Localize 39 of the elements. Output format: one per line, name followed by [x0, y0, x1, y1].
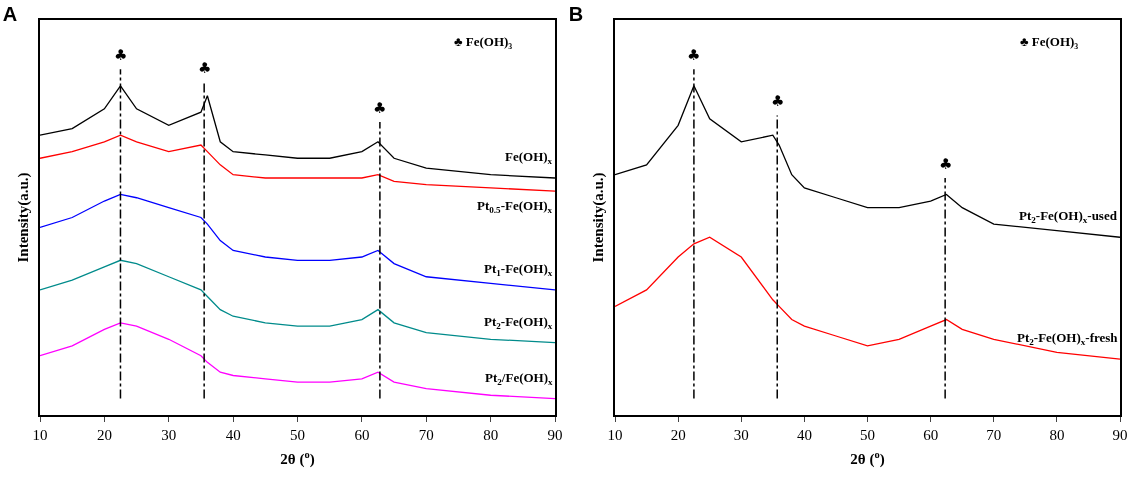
- chart-title: A: [2, 3, 18, 26]
- annotation: ♣: [939, 155, 953, 173]
- series-label: Fe(OH)$_{x}$: [505, 149, 553, 166]
- x-tick-label: 20: [96, 426, 112, 443]
- series-label: Pt$_{1}$-Fe(OH)$_{x}$: [484, 261, 553, 278]
- x-tick-label: 50: [860, 426, 875, 443]
- x-tick-label: 30: [733, 426, 749, 443]
- series-label: Pt$_{0.5}$-Fe(OH)$_{x}$: [477, 198, 553, 215]
- x-tick-label: 80: [483, 426, 499, 443]
- annotation: ♣: [771, 92, 785, 110]
- series-label: Pt$_{2}$-Fe(OH)$_{x}$: [484, 314, 553, 331]
- x-tick-label: 70: [418, 426, 434, 443]
- x-tick-label: 90: [547, 426, 563, 443]
- series-label: Pt$_{2}$/Fe(OH)$_{x}$: [485, 370, 554, 387]
- x-tick-label: 20: [670, 426, 686, 443]
- x-axis-title: 2θ ($^{o}$): [280, 448, 315, 469]
- y-axis-title: Intensity(a.u.): [590, 172, 607, 263]
- annotation: ♣: [198, 59, 212, 77]
- x-tick-label: 30: [161, 426, 177, 443]
- x-tick-label: 10: [32, 426, 48, 443]
- x-tick-label: 50: [290, 426, 305, 443]
- x-tick-label: 60: [923, 426, 939, 443]
- series-label: Pt$_{2}$-Fe(OH)$_{x}$-fresh: [1017, 330, 1119, 347]
- y-axis-title: Intensity(a.u.): [15, 172, 32, 263]
- annotation: ♣: [687, 46, 701, 64]
- x-tick-label: 90: [1112, 426, 1128, 443]
- x-tick-label: 40: [225, 426, 241, 443]
- text: ♣ Fe(OH)₃: [1020, 34, 1079, 49]
- x-tick-label: 60: [354, 426, 370, 443]
- text: ♣ Fe(OH)₃: [454, 34, 513, 49]
- x-tick-label: 10: [607, 426, 623, 443]
- annotation: ♣: [114, 46, 128, 64]
- x-axis-title: 2θ ($^{o}$): [850, 448, 885, 469]
- chart-title: B: [568, 3, 584, 26]
- series-label: Pt$_{2}$-Fe(OH)$_{x}$-used: [1019, 208, 1118, 225]
- x-tick-label: 40: [796, 426, 812, 443]
- annotation: ♣: [373, 99, 387, 117]
- x-tick-label: 70: [986, 426, 1002, 443]
- x-tick-label: 80: [1049, 426, 1065, 443]
